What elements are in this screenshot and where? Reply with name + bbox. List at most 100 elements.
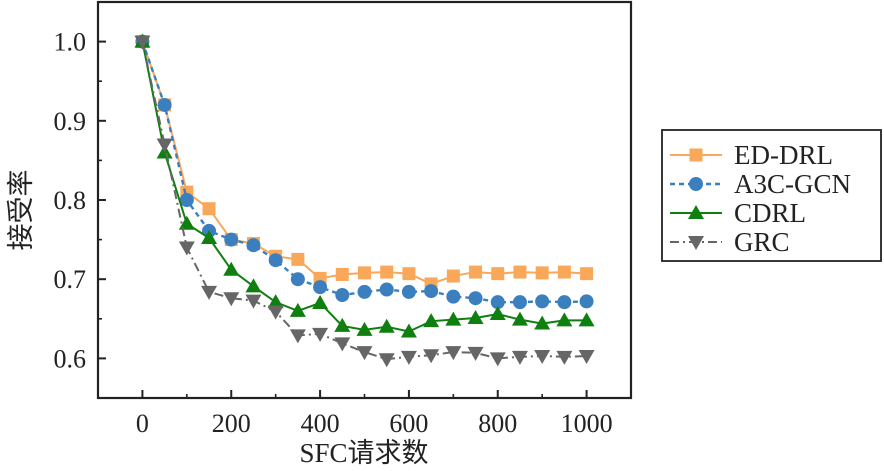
data-point xyxy=(202,202,216,216)
data-point xyxy=(535,294,550,309)
data-point xyxy=(402,267,416,281)
data-point xyxy=(267,305,284,320)
data-point xyxy=(267,294,284,309)
data-point xyxy=(423,313,440,328)
x-tick-label: 800 xyxy=(478,409,517,438)
data-point xyxy=(445,311,462,326)
y-tick-label: 0.8 xyxy=(54,186,87,215)
y-tick-label: 0.7 xyxy=(54,265,87,294)
y-axis-ticks: 0.6 0.7 0.8 0.9 1.0 xyxy=(54,28,106,373)
data-point xyxy=(511,350,528,365)
data-point xyxy=(246,238,261,253)
legend-item-grc: GRC xyxy=(670,227,790,257)
data-point xyxy=(178,241,195,256)
data-point xyxy=(157,97,172,112)
legend-label: GRC xyxy=(734,227,790,257)
data-point xyxy=(512,295,527,310)
data-point xyxy=(469,265,483,279)
data-point xyxy=(423,349,440,364)
series-line xyxy=(141,41,587,304)
data-point xyxy=(579,294,594,309)
data-point xyxy=(491,267,505,281)
data-point xyxy=(268,253,283,268)
data-point xyxy=(357,284,372,299)
x-tick-label: 0 xyxy=(136,409,149,438)
data-point xyxy=(379,282,394,297)
y-tick-label: 0.9 xyxy=(54,107,87,136)
y-tick-label: 1.0 xyxy=(54,28,87,57)
data-point xyxy=(378,353,395,368)
data-point xyxy=(534,315,551,330)
x-tick-label: 600 xyxy=(389,409,428,438)
legend-item-cdrl: CDRL xyxy=(670,198,806,228)
data-point xyxy=(245,294,262,309)
data-point xyxy=(511,311,528,326)
data-point xyxy=(400,323,417,338)
data-point xyxy=(400,350,417,365)
axes-layer xyxy=(96,0,633,400)
data-point xyxy=(245,278,262,293)
series-grc xyxy=(134,35,595,368)
legend-label: CDRL xyxy=(734,198,806,228)
data-point xyxy=(446,269,460,283)
data-point xyxy=(179,193,194,207)
plot-frame xyxy=(96,0,633,400)
data-point xyxy=(424,284,439,299)
data-point xyxy=(291,252,305,266)
data-point xyxy=(356,321,373,336)
data-point xyxy=(178,215,195,230)
legend-marker xyxy=(688,205,704,219)
data-point xyxy=(534,350,551,365)
x-axis-ticks: 0 200 400 600 800 1000 xyxy=(136,390,613,438)
data-point xyxy=(224,232,239,247)
data-point xyxy=(489,352,506,367)
data-point xyxy=(156,138,173,153)
data-point xyxy=(535,266,549,280)
x-axis-title: SFC请求数 xyxy=(299,438,428,468)
y-tick-label: 0.6 xyxy=(54,344,87,373)
series-layer xyxy=(134,33,595,368)
legend-item-ed-drl: ED-DRL xyxy=(670,140,833,170)
data-point xyxy=(467,310,484,325)
data-point xyxy=(335,267,349,281)
data-point xyxy=(513,265,527,279)
series-a3c-gcn xyxy=(135,34,594,310)
data-point xyxy=(578,350,595,365)
data-point xyxy=(358,266,371,280)
data-point xyxy=(380,265,394,279)
data-point xyxy=(557,295,572,310)
series-line xyxy=(141,41,587,361)
legend-item-a3c-gcn: A3C-GCN xyxy=(670,169,851,199)
legend-label: ED-DRL xyxy=(734,140,833,170)
data-point xyxy=(223,261,240,276)
data-point xyxy=(334,337,351,352)
series-ed-drl xyxy=(135,35,594,291)
legend-marker xyxy=(689,148,703,162)
x-tick-label: 200 xyxy=(212,409,251,438)
data-point xyxy=(223,292,240,307)
data-point xyxy=(134,35,151,50)
data-point xyxy=(446,289,461,304)
data-point xyxy=(445,346,462,361)
data-point xyxy=(289,302,306,317)
data-point xyxy=(313,280,328,295)
data-point xyxy=(490,295,505,310)
data-point xyxy=(378,318,395,333)
data-point xyxy=(580,267,594,281)
data-point xyxy=(201,285,218,300)
data-point xyxy=(312,327,329,342)
data-point xyxy=(201,230,218,245)
data-point xyxy=(335,288,350,303)
data-point xyxy=(290,272,305,287)
data-point xyxy=(489,306,506,321)
data-point xyxy=(401,284,416,299)
data-point xyxy=(467,346,484,361)
series-cdrl xyxy=(134,33,595,338)
data-point xyxy=(557,265,571,279)
data-point xyxy=(468,291,483,306)
data-point xyxy=(578,312,595,327)
legend-label: A3C-GCN xyxy=(734,169,851,199)
data-point xyxy=(289,329,306,344)
